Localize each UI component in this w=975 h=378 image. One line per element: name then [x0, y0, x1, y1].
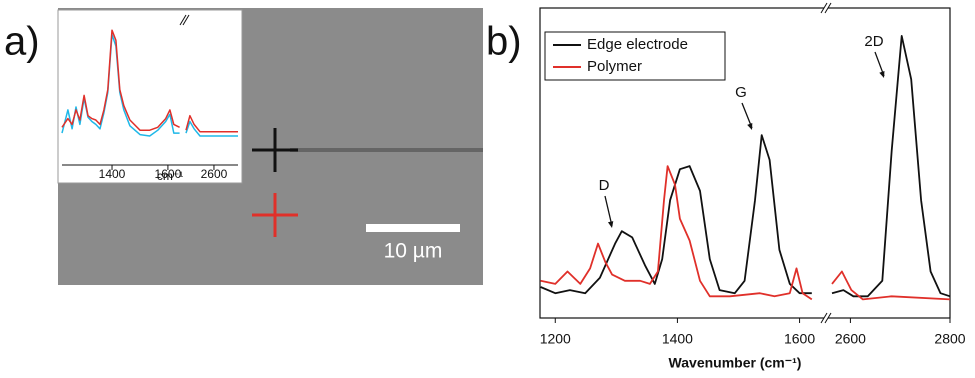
x-tick-label: 1600	[784, 331, 815, 347]
peak-annotation: G	[735, 84, 747, 101]
inset-background	[58, 10, 242, 183]
spectrum-line	[541, 166, 812, 299]
panel-label: a)	[4, 20, 40, 64]
x-tick-label: 1400	[662, 331, 693, 347]
annotation-arrowhead	[608, 221, 613, 228]
scale-bar	[366, 224, 460, 232]
peak-annotation: 2D	[864, 33, 883, 50]
x-tick-label: 2600	[835, 331, 866, 347]
legend-label: Edge electrode	[587, 36, 688, 53]
axis-break-gap	[824, 315, 828, 321]
annotation-arrowhead	[879, 71, 884, 78]
scale-bar-label: 10 µm	[384, 240, 443, 263]
edge-line	[290, 148, 483, 152]
peak-annotation: D	[599, 177, 610, 194]
x-axis-label: cm⁻¹	[157, 169, 183, 183]
panel-label: b)	[486, 20, 522, 64]
spectrum-line	[541, 135, 812, 293]
x-tick-label: 2800	[934, 331, 965, 347]
legend-label: Polymer	[587, 58, 642, 75]
spectrum-line	[832, 36, 950, 296]
x-tick-label: 1400	[99, 167, 126, 181]
annotation-arrowhead	[747, 123, 752, 130]
x-tick-label: 2600	[201, 167, 228, 181]
axis-break-gap	[824, 5, 828, 11]
x-axis-label: Wavenumber (cm⁻¹)	[669, 355, 802, 371]
figure: 10 µm a) b) 1200 1400 1600 2600 2800 Wavenumb…	[0, 0, 975, 378]
annotation-arrow	[605, 196, 612, 226]
x-tick-label: 1200	[540, 331, 571, 347]
